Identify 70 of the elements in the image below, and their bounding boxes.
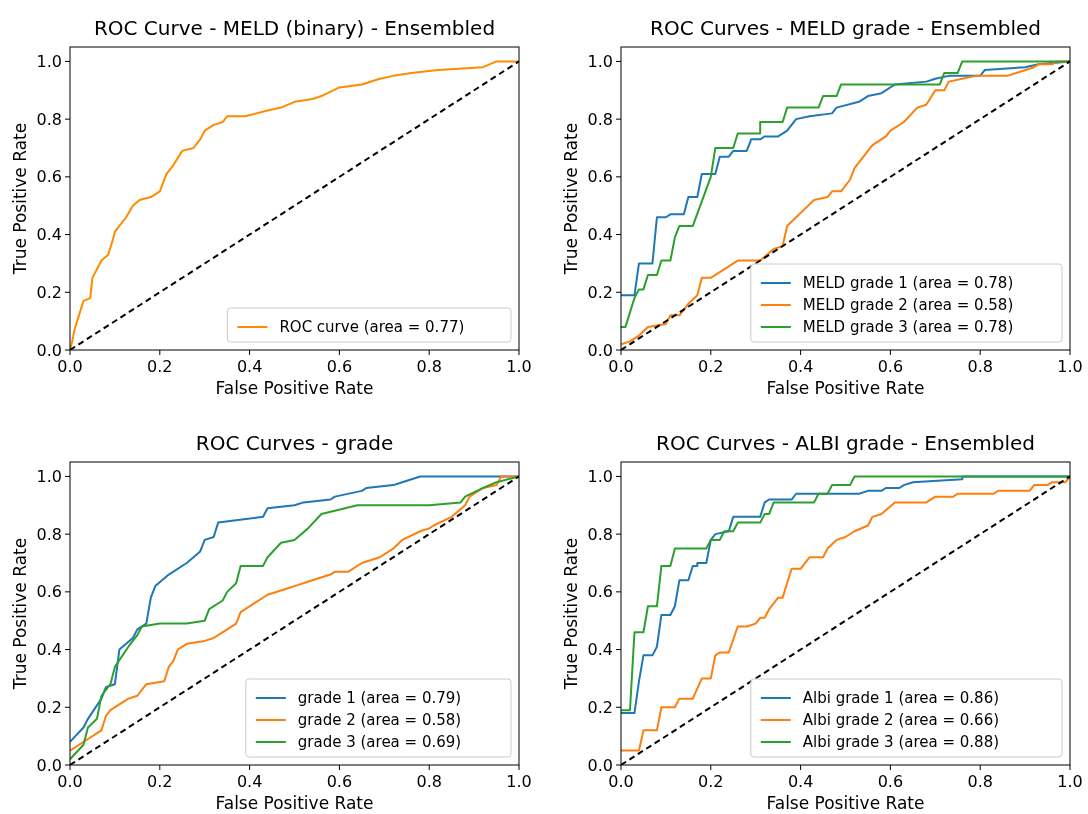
- y-tick-label: 0.8: [587, 524, 613, 544]
- legend-label: MELD grade 1 (area = 0.78): [802, 274, 1014, 293]
- x-tick-label: 0.4: [787, 772, 814, 791]
- legend-label: Albi grade 1 (area = 0.86): [802, 689, 1000, 708]
- y-tick-label: 0.8: [36, 109, 62, 129]
- y-tick-label: 0.2: [587, 282, 613, 302]
- x-tick-label: 0.0: [57, 772, 83, 791]
- y-tick-label: 0.2: [36, 697, 62, 717]
- y-tick-label: 0.4: [587, 225, 613, 245]
- chart-title: ROC Curve - MELD (binary) - Ensembled: [93, 16, 496, 40]
- y-tick-label: 1.0: [587, 52, 613, 72]
- x-tick-label: 0.2: [698, 357, 724, 376]
- y-tick-label: 0.6: [36, 167, 62, 187]
- x-tick-label: 1.0: [506, 357, 532, 376]
- legend-label: grade 2 (area = 0.58): [297, 711, 462, 730]
- y-tick-label: 0.4: [587, 640, 613, 660]
- x-tick-label: 0.6: [877, 357, 904, 376]
- x-tick-label: 0.4: [236, 772, 263, 791]
- x-axis-title: False Positive Rate: [215, 793, 374, 813]
- legend-label: grade 3 (area = 0.69): [297, 733, 462, 752]
- y-tick-label: 0.0: [36, 755, 62, 775]
- x-tick-label: 0.4: [236, 357, 263, 376]
- y-tick-label: 0.2: [36, 282, 62, 302]
- legend-label: Albi grade 2 (area = 0.66): [802, 711, 1000, 730]
- x-tick-label: 1.0: [1057, 357, 1083, 376]
- y-tick-label: 0.6: [587, 167, 613, 187]
- y-axis-title: True Positive Rate: [10, 537, 30, 691]
- legend-label: grade 1 (area = 0.79): [297, 689, 462, 708]
- x-tick-label: 0.8: [967, 772, 993, 791]
- x-tick-label: 0.2: [698, 772, 724, 791]
- x-tick-label: 0.8: [416, 357, 442, 376]
- chart-title: ROC Curves - grade: [195, 431, 394, 455]
- x-tick-label: 0.0: [608, 357, 634, 376]
- chart-title: ROC Curves - MELD grade - Ensembled: [650, 16, 1041, 40]
- y-tick-label: 0.0: [587, 755, 613, 775]
- legend-label: Albi grade 3 (area = 0.88): [802, 733, 1000, 752]
- x-tick-label: 1.0: [1057, 772, 1083, 791]
- x-tick-label: 0.2: [147, 357, 173, 376]
- y-tick-label: 0.6: [36, 582, 62, 602]
- y-tick-label: 1.0: [36, 52, 62, 72]
- y-tick-label: 1.0: [36, 467, 62, 487]
- legend-label: MELD grade 3 (area = 0.78): [802, 318, 1014, 337]
- y-tick-label: 0.0: [36, 340, 62, 360]
- y-tick-label: 0.2: [587, 697, 613, 717]
- y-tick-label: 0.8: [36, 524, 62, 544]
- y-tick-label: 0.4: [36, 225, 62, 245]
- x-axis-title: False Positive Rate: [766, 793, 925, 813]
- y-axis-title: True Positive Rate: [561, 122, 581, 276]
- y-tick-label: 0.8: [587, 109, 613, 129]
- y-tick-label: 0.0: [587, 340, 613, 360]
- y-tick-label: 0.6: [587, 582, 613, 602]
- y-tick-label: 1.0: [587, 467, 613, 487]
- x-tick-label: 0.0: [608, 772, 634, 791]
- x-tick-label: 0.0: [57, 357, 83, 376]
- x-axis-title: False Positive Rate: [215, 378, 374, 398]
- x-tick-label: 0.6: [326, 357, 353, 376]
- x-tick-label: 0.6: [877, 772, 904, 791]
- x-tick-label: 0.8: [967, 357, 993, 376]
- x-tick-label: 1.0: [506, 772, 532, 791]
- x-tick-label: 0.6: [326, 772, 353, 791]
- x-axis-title: False Positive Rate: [766, 378, 925, 398]
- chart-title: ROC Curves - ALBI grade - Ensembled: [656, 431, 1035, 455]
- y-tick-label: 0.4: [36, 640, 62, 660]
- x-tick-label: 0.4: [787, 357, 814, 376]
- x-tick-label: 0.2: [147, 772, 173, 791]
- x-tick-label: 0.8: [416, 772, 442, 791]
- y-axis-title: True Positive Rate: [561, 537, 581, 691]
- legend-label: ROC curve (area = 0.77): [279, 318, 465, 337]
- legend-label: MELD grade 2 (area = 0.58): [802, 296, 1014, 315]
- y-axis-title: True Positive Rate: [10, 122, 30, 276]
